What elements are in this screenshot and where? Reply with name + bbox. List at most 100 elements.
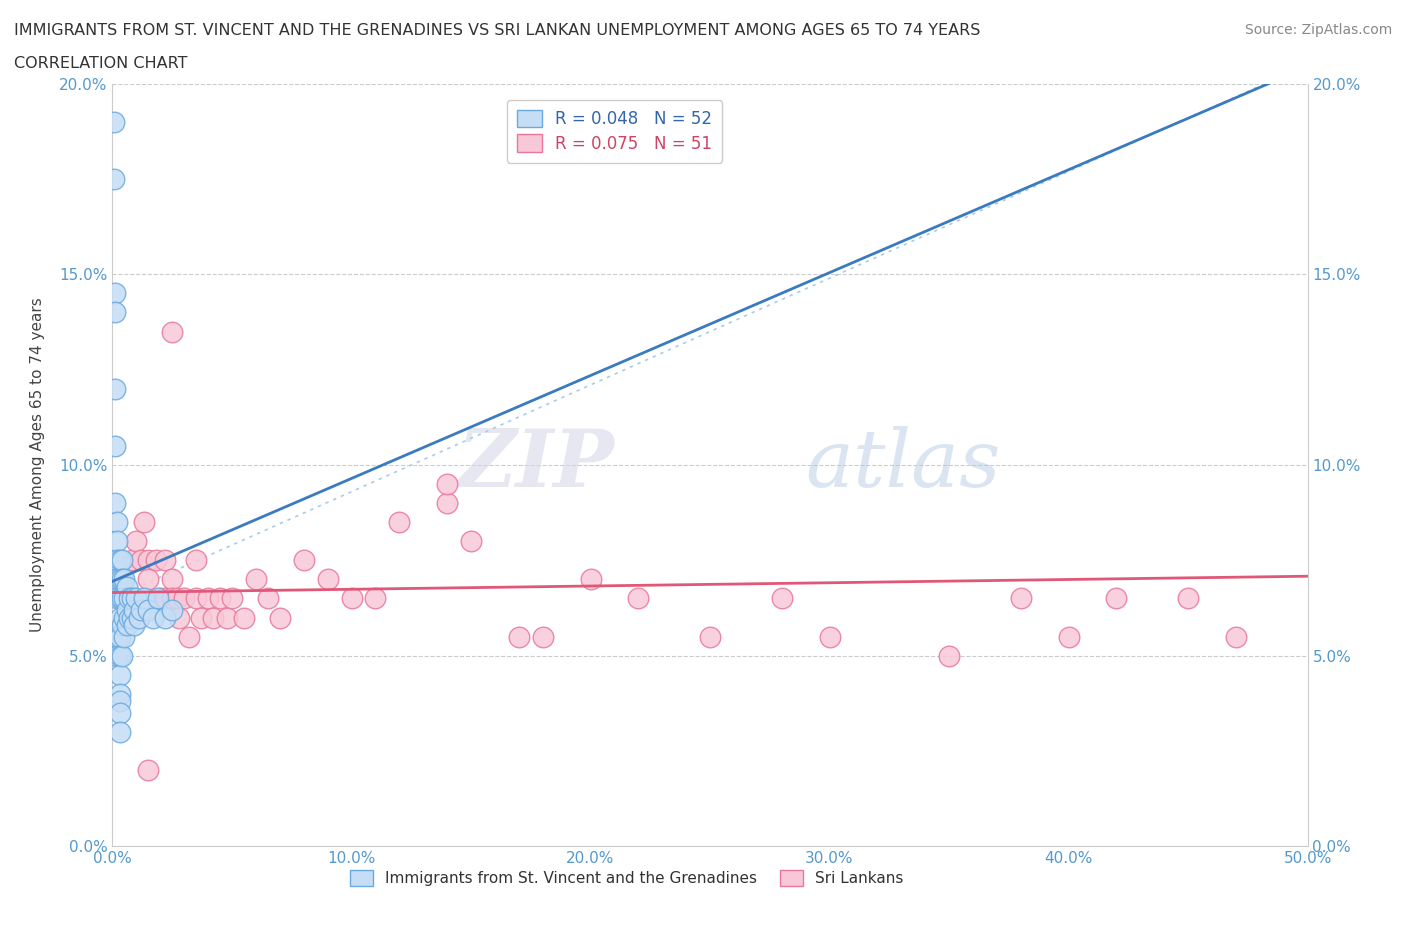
Point — [105, 552, 128, 567]
Point — [209, 591, 232, 606]
Point — [177, 629, 200, 644]
Point — [938, 648, 960, 663]
Point — [138, 603, 160, 618]
Point — [138, 572, 160, 587]
Point — [125, 534, 148, 549]
Point — [132, 514, 155, 529]
Point — [627, 591, 650, 606]
Point — [108, 694, 131, 709]
Point — [292, 552, 315, 567]
Point — [132, 591, 155, 606]
Point — [364, 591, 387, 606]
Point — [125, 591, 148, 606]
Point — [233, 610, 256, 625]
Point — [1225, 629, 1247, 644]
Point — [153, 552, 176, 567]
Y-axis label: Unemployment Among Ages 65 to 74 years: Unemployment Among Ages 65 to 74 years — [31, 298, 45, 632]
Point — [436, 496, 458, 511]
Point — [105, 629, 128, 644]
Point — [1010, 591, 1032, 606]
Point — [145, 552, 167, 567]
Point — [340, 591, 363, 606]
Point — [122, 603, 145, 618]
Point — [388, 514, 411, 529]
Point — [108, 610, 131, 625]
Point — [186, 591, 208, 606]
Point — [104, 381, 127, 396]
Text: CORRELATION CHART: CORRELATION CHART — [14, 56, 187, 71]
Point — [111, 572, 134, 587]
Text: Source: ZipAtlas.com: Source: ZipAtlas.com — [1244, 23, 1392, 37]
Point — [104, 305, 127, 320]
Point — [818, 629, 841, 644]
Point — [257, 591, 280, 606]
Text: IMMIGRANTS FROM ST. VINCENT AND THE GRENADINES VS SRI LANKAN UNEMPLOYMENT AMONG : IMMIGRANTS FROM ST. VINCENT AND THE GREN… — [14, 23, 980, 38]
Point — [162, 572, 183, 587]
Legend: Immigrants from St. Vincent and the Grenadines, Sri Lankans: Immigrants from St. Vincent and the Gren… — [343, 864, 910, 892]
Point — [316, 572, 339, 587]
Point — [153, 591, 176, 606]
Point — [128, 610, 150, 625]
Point — [115, 603, 138, 618]
Point — [436, 476, 458, 491]
Point — [118, 591, 141, 606]
Point — [108, 552, 131, 567]
Point — [108, 724, 131, 739]
Point — [201, 610, 224, 625]
Point — [1105, 591, 1128, 606]
Point — [699, 629, 721, 644]
Point — [149, 591, 172, 606]
Point — [111, 552, 134, 567]
Point — [186, 552, 208, 567]
Point — [118, 610, 141, 625]
Point — [221, 591, 243, 606]
Point — [104, 286, 127, 301]
Point — [105, 648, 128, 663]
Point — [105, 572, 128, 587]
Point — [217, 610, 239, 625]
Point — [173, 591, 195, 606]
Point — [460, 534, 482, 549]
Point — [108, 686, 131, 701]
Point — [103, 114, 125, 129]
Point — [114, 629, 135, 644]
Point — [129, 603, 152, 618]
Point — [111, 648, 134, 663]
Point — [138, 552, 160, 567]
Point — [1177, 591, 1199, 606]
Point — [105, 591, 128, 606]
Point — [121, 610, 143, 625]
Point — [129, 552, 152, 567]
Point — [162, 603, 183, 618]
Point — [108, 591, 131, 606]
Point — [1057, 629, 1080, 644]
Point — [531, 629, 554, 644]
Point — [103, 171, 125, 186]
Point — [104, 439, 127, 454]
Point — [108, 705, 131, 720]
Point — [162, 324, 183, 339]
Point — [190, 610, 212, 625]
Point — [169, 610, 191, 625]
Point — [245, 572, 267, 587]
Point — [114, 572, 135, 587]
Point — [162, 591, 183, 606]
Point — [104, 496, 127, 511]
Point — [108, 668, 131, 683]
Text: atlas: atlas — [806, 426, 1001, 504]
Point — [114, 610, 135, 625]
Point — [508, 629, 530, 644]
Point — [153, 610, 176, 625]
Point — [111, 618, 134, 632]
Point — [105, 514, 128, 529]
Point — [105, 534, 128, 549]
Point — [115, 579, 138, 594]
Point — [111, 591, 134, 606]
Point — [121, 552, 143, 567]
Point — [108, 648, 131, 663]
Text: ZIP: ZIP — [457, 426, 614, 504]
Point — [138, 763, 160, 777]
Point — [579, 572, 602, 587]
Point — [121, 591, 143, 606]
Point — [269, 610, 291, 625]
